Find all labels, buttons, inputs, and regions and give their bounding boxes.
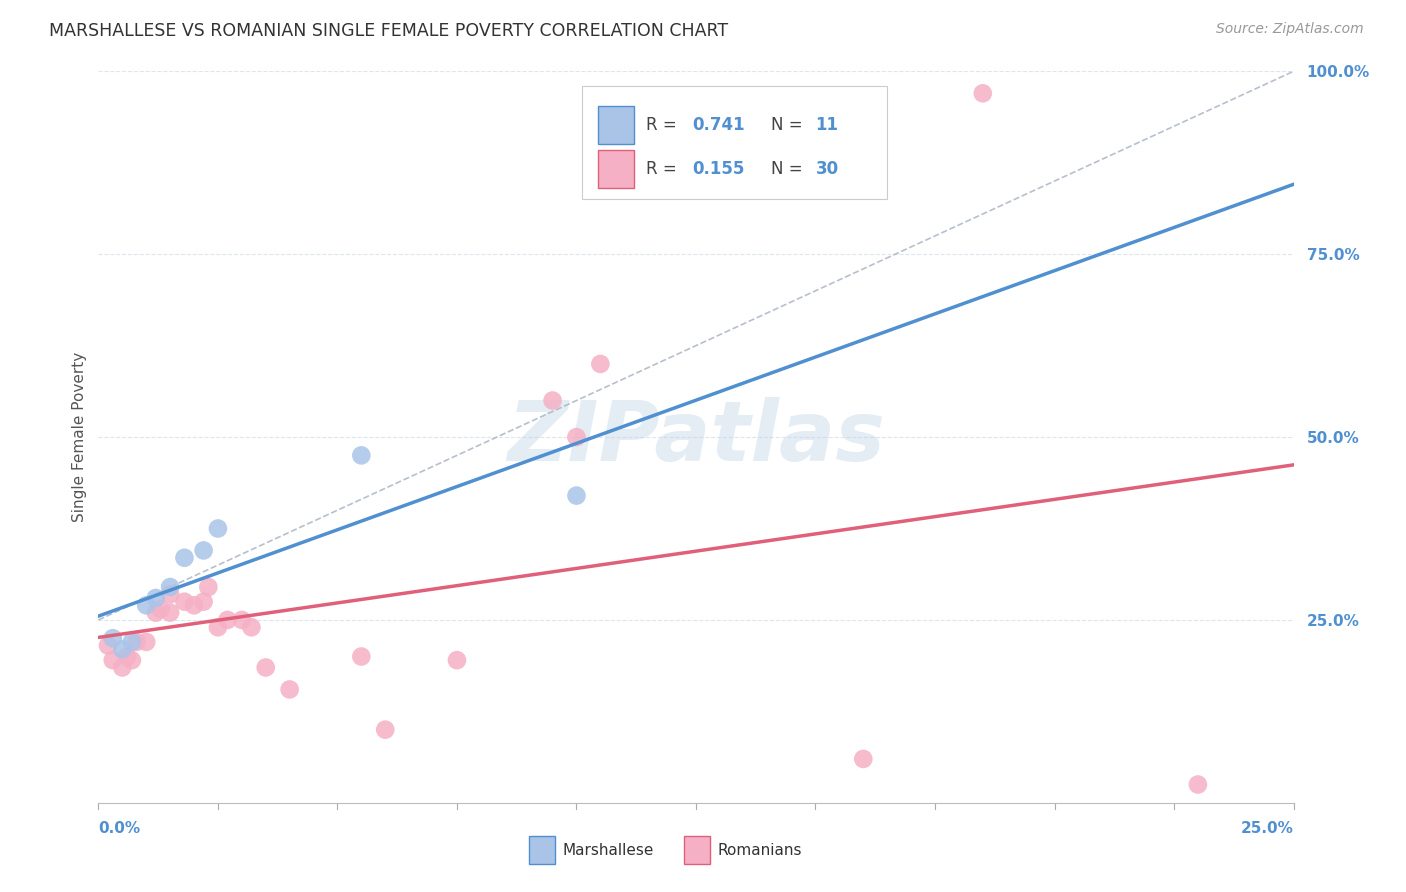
Text: N =: N =	[772, 116, 808, 134]
Point	[254, 660, 277, 674]
Point	[565, 430, 588, 444]
Y-axis label: Single Female Poverty: Single Female Poverty	[72, 352, 87, 522]
Point	[101, 632, 124, 646]
Point	[278, 682, 301, 697]
Point	[217, 613, 239, 627]
Point	[111, 642, 134, 657]
Point	[173, 594, 195, 608]
Point	[207, 620, 229, 634]
Text: Source: ZipAtlas.com: Source: ZipAtlas.com	[1216, 22, 1364, 37]
Point	[240, 620, 263, 634]
Point	[197, 580, 219, 594]
Text: R =: R =	[645, 160, 682, 178]
Text: 0.0%: 0.0%	[98, 821, 141, 836]
Point	[972, 87, 994, 101]
Point	[565, 489, 588, 503]
Text: Marshallese: Marshallese	[562, 843, 654, 858]
FancyBboxPatch shape	[685, 837, 710, 864]
Text: ZIPatlas: ZIPatlas	[508, 397, 884, 477]
Point	[193, 594, 215, 608]
Point	[374, 723, 396, 737]
Point	[159, 587, 181, 601]
Point	[852, 752, 875, 766]
Point	[541, 393, 564, 408]
Point	[350, 448, 373, 462]
Point	[159, 580, 181, 594]
Point	[121, 653, 143, 667]
Point	[589, 357, 612, 371]
Point	[159, 606, 181, 620]
Text: MARSHALLESE VS ROMANIAN SINGLE FEMALE POVERTY CORRELATION CHART: MARSHALLESE VS ROMANIAN SINGLE FEMALE PO…	[49, 22, 728, 40]
Text: 30: 30	[815, 160, 838, 178]
Point	[115, 649, 138, 664]
Point	[121, 635, 143, 649]
FancyBboxPatch shape	[529, 837, 555, 864]
Text: 0.155: 0.155	[692, 160, 745, 178]
Point	[1187, 778, 1209, 792]
Point	[101, 653, 124, 667]
Text: 11: 11	[815, 116, 838, 134]
Point	[231, 613, 253, 627]
Point	[193, 543, 215, 558]
Point	[173, 550, 195, 565]
Point	[149, 602, 172, 616]
FancyBboxPatch shape	[598, 106, 634, 144]
Point	[97, 639, 120, 653]
Text: 0.741: 0.741	[692, 116, 745, 134]
Text: 25.0%: 25.0%	[1240, 821, 1294, 836]
Text: R =: R =	[645, 116, 682, 134]
Point	[111, 660, 134, 674]
Point	[125, 635, 148, 649]
Text: Romanians: Romanians	[717, 843, 801, 858]
Text: N =: N =	[772, 160, 808, 178]
Point	[350, 649, 373, 664]
Point	[207, 521, 229, 535]
Point	[145, 606, 167, 620]
FancyBboxPatch shape	[598, 150, 634, 187]
Point	[446, 653, 468, 667]
Point	[183, 599, 205, 613]
Point	[135, 599, 157, 613]
Point	[135, 635, 157, 649]
FancyBboxPatch shape	[582, 86, 887, 200]
Point	[145, 591, 167, 605]
